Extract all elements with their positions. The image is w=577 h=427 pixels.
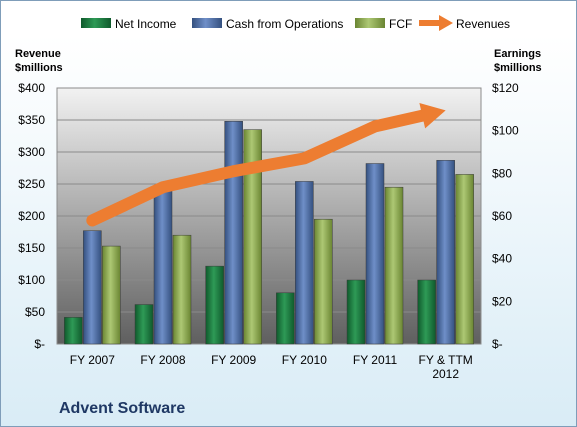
revenues-arrowhead: [419, 103, 446, 129]
net-income-bar: [205, 265, 224, 345]
left-axis: $- $50 $100 $150 $200 $250 $300 $350 $400: [18, 81, 45, 351]
legend-cash-from-operations-swatch: [192, 18, 222, 28]
legend-cash-from-operations-label: Cash from Operations: [226, 17, 343, 31]
left-tick-label: $300: [18, 145, 45, 159]
revenues-line-path: [86, 107, 438, 227]
net-income-bar: [417, 279, 436, 345]
cash-from-operations-bar: [83, 230, 102, 345]
cash-from-operations-bar: [224, 121, 243, 345]
left-tick-label: $400: [18, 81, 45, 95]
fcf-bar: [102, 245, 121, 345]
legend-revenues-arrow: [419, 15, 453, 31]
left-tick-label: $100: [18, 273, 45, 287]
x-tick-label: FY 2007: [70, 353, 115, 367]
left-tick-label: $200: [18, 209, 45, 223]
fcf-bar: [243, 129, 262, 345]
right-tick-label: $20: [492, 294, 512, 308]
left-axis-title-line2: $millions: [15, 62, 63, 74]
right-tick-label: $40: [492, 252, 512, 266]
fcf-bar: [455, 174, 474, 345]
right-axis-title-line1: Earnings: [494, 48, 541, 60]
x-tick-label: FY 2010: [282, 353, 327, 367]
left-tick-label: $50: [25, 305, 45, 319]
fcf-bar: [172, 234, 192, 345]
right-axis-title: Earnings $millions: [494, 48, 544, 74]
cash-from-operations-bar: [365, 163, 385, 345]
legend: Net Income Cash from Operations FCF Reve…: [81, 15, 510, 31]
cash-from-operations-bar: [436, 160, 455, 345]
right-axis-title-line2: $millions: [494, 62, 542, 74]
x-tick-label: FY & TTM 2012: [419, 353, 473, 381]
bars: [64, 121, 474, 345]
x-tick-label: FY 2008: [140, 353, 185, 367]
net-income-bar: [276, 292, 295, 345]
revenues-line: [86, 103, 446, 227]
x-axis: FY 2007 FY 2008 FY 2009 FY 2010 FY 2011 FY & …: [70, 353, 473, 381]
right-tick-label: $80: [492, 166, 512, 180]
legend-fcf-label: FCF: [389, 17, 412, 31]
x-tick-label: FY 2009: [211, 353, 256, 367]
right-tick-label: $60: [492, 209, 512, 223]
right-tick-label: $-: [492, 337, 503, 351]
cash-from-operations-bar: [153, 186, 173, 345]
net-income-bar: [346, 279, 366, 345]
net-income-bar: [134, 304, 154, 345]
legend-revenues-label: Revenues: [456, 17, 510, 31]
right-tick-label: $100: [492, 124, 519, 138]
right-tick-label: $120: [492, 81, 519, 95]
legend-fcf-swatch: [355, 18, 385, 28]
cash-from-operations-bar: [295, 181, 314, 345]
left-tick-label: $-: [34, 337, 45, 351]
left-axis-title: Revenue $millions: [15, 48, 64, 74]
left-tick-label: $350: [18, 113, 45, 127]
legend-net-income-swatch: [81, 18, 111, 28]
right-axis: $- $20 $40 $60 $80 $100 $120: [492, 81, 519, 351]
net-income-bar: [64, 317, 83, 345]
legend-net-income-label: Net Income: [115, 17, 177, 31]
fcf-bar: [384, 186, 404, 345]
left-tick-label: $150: [18, 241, 45, 255]
fcf-bar: [314, 218, 333, 345]
x-tick-label: FY 2011: [353, 353, 398, 367]
company-name: Advent Software: [59, 400, 185, 417]
left-tick-label: $250: [18, 177, 45, 191]
left-axis-title-line1: Revenue: [15, 48, 61, 60]
